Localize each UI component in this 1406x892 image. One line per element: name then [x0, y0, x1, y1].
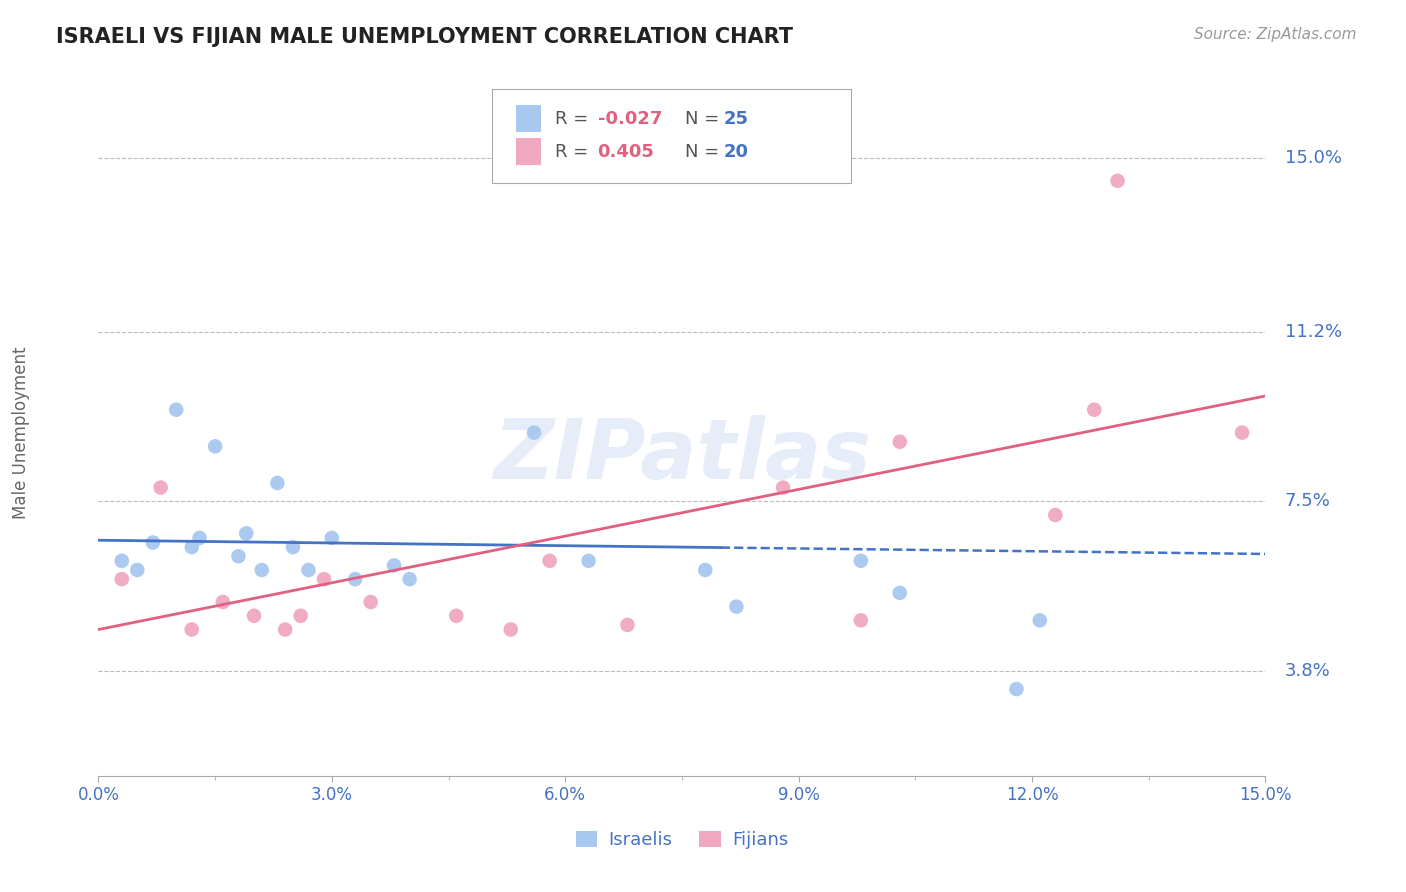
Point — [142, 535, 165, 549]
Point — [1083, 402, 1105, 417]
Text: 0.405: 0.405 — [598, 143, 654, 161]
Point — [889, 434, 911, 449]
Text: -0.027: -0.027 — [598, 110, 662, 128]
Text: ISRAELI VS FIJIAN MALE UNEMPLOYMENT CORRELATION CHART: ISRAELI VS FIJIAN MALE UNEMPLOYMENT CORR… — [56, 27, 793, 46]
Point — [695, 563, 717, 577]
Point — [889, 586, 911, 600]
Point — [180, 623, 202, 637]
Point — [274, 623, 297, 637]
Point — [111, 554, 134, 568]
Point — [446, 608, 468, 623]
Point — [312, 572, 335, 586]
Point — [523, 425, 546, 440]
Point — [578, 554, 600, 568]
Point — [725, 599, 748, 614]
Point — [772, 481, 794, 495]
Point — [243, 608, 266, 623]
Point — [188, 531, 211, 545]
Point — [111, 572, 134, 586]
Point — [344, 572, 367, 586]
Point — [212, 595, 235, 609]
Text: 11.2%: 11.2% — [1285, 323, 1341, 341]
Text: Male Unemployment: Male Unemployment — [11, 346, 30, 519]
Text: 25: 25 — [724, 110, 749, 128]
Point — [297, 563, 319, 577]
Point — [321, 531, 343, 545]
Point — [1005, 681, 1028, 696]
Text: 15.0%: 15.0% — [1285, 149, 1341, 167]
Point — [398, 572, 420, 586]
Point — [204, 439, 226, 453]
Point — [165, 402, 187, 417]
Point — [616, 618, 638, 632]
Point — [281, 540, 304, 554]
Point — [382, 558, 405, 573]
Point — [266, 475, 288, 490]
Text: 3.8%: 3.8% — [1285, 662, 1330, 680]
Point — [1045, 508, 1067, 522]
Text: R =: R = — [555, 143, 595, 161]
Point — [228, 549, 250, 564]
Point — [360, 595, 382, 609]
Point — [149, 481, 172, 495]
Point — [849, 613, 872, 627]
Text: Source: ZipAtlas.com: Source: ZipAtlas.com — [1194, 27, 1357, 42]
Point — [235, 526, 257, 541]
Point — [538, 554, 561, 568]
Point — [180, 540, 202, 554]
Text: ZIPatlas: ZIPatlas — [494, 415, 870, 496]
Point — [290, 608, 312, 623]
Text: 7.5%: 7.5% — [1285, 492, 1330, 510]
Text: 20: 20 — [724, 143, 749, 161]
Point — [1107, 174, 1129, 188]
Point — [1029, 613, 1052, 627]
Point — [849, 554, 872, 568]
Text: N =: N = — [685, 110, 724, 128]
Point — [499, 623, 522, 637]
Point — [127, 563, 149, 577]
Text: R =: R = — [555, 110, 595, 128]
Point — [250, 563, 273, 577]
Text: N =: N = — [685, 143, 724, 161]
Legend: Israelis, Fijians: Israelis, Fijians — [568, 823, 796, 856]
Point — [1230, 425, 1253, 440]
